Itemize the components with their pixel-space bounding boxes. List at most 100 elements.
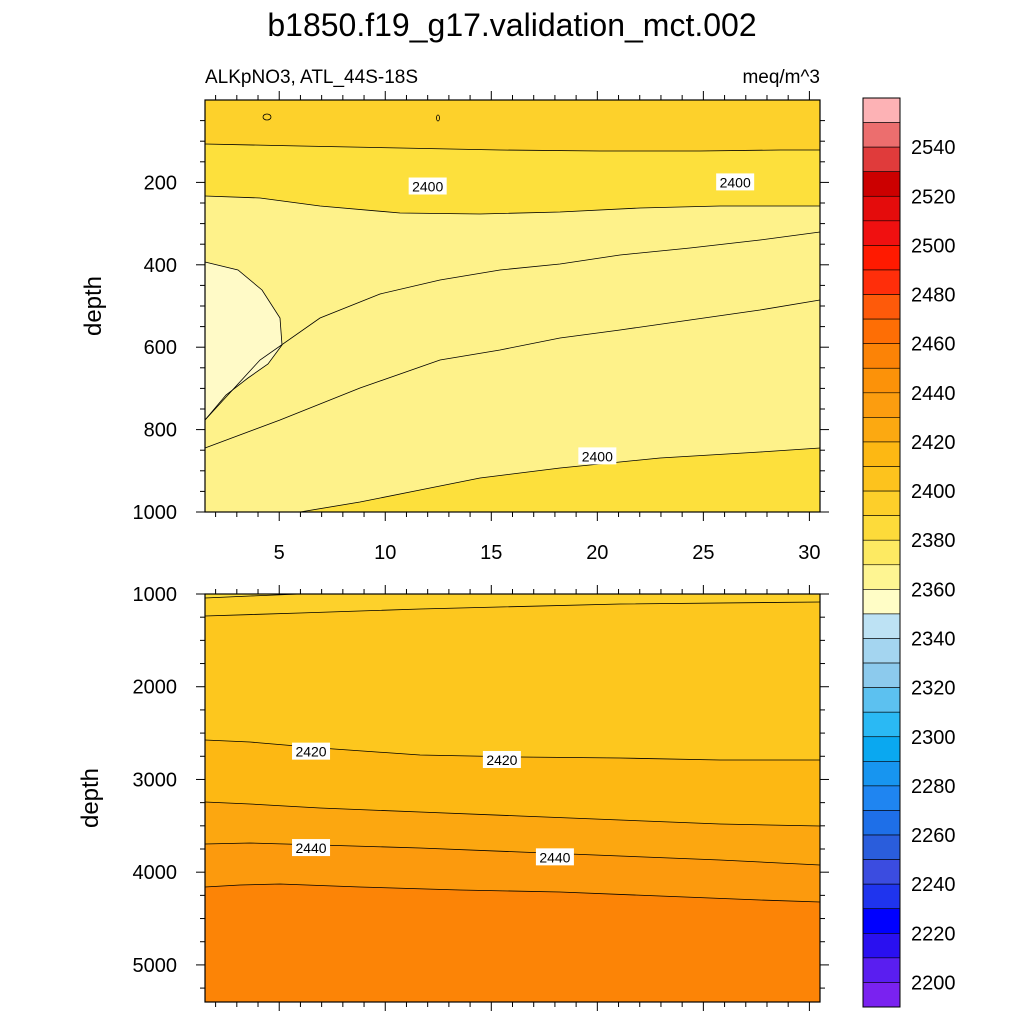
colorbar-swatch [862, 515, 901, 541]
x-tick-label: 15 [480, 542, 502, 564]
y-tick-label: 5000 [133, 955, 178, 977]
contour-label: 2420 [292, 742, 331, 760]
colorbar-swatch [862, 195, 901, 222]
colorbar-swatch [862, 269, 901, 295]
contour-label-bg [535, 848, 574, 866]
contour-line [204, 143, 820, 152]
upper-contour-fill [205, 100, 820, 512]
colorbar-swatch [862, 785, 901, 811]
contour-label-bg [578, 447, 617, 465]
colorbar-swatch [862, 490, 901, 516]
lower-contour-labels: 2420 2420 2440 2440 [292, 742, 574, 866]
contour-label-text: 2400 [720, 174, 751, 190]
contour-label-text: 2440 [295, 840, 326, 856]
colorbar-swatch [862, 687, 901, 713]
contour-line [204, 739, 820, 761]
x-tick-label: 30 [798, 542, 820, 564]
colorbar-swatch [862, 810, 901, 836]
region-2390-2400 [205, 594, 300, 598]
colorbar-label: 2240 [911, 874, 956, 896]
x-tick-label: 25 [692, 542, 714, 564]
region-2380-2390 [205, 196, 820, 512]
contour-label-bg [292, 839, 331, 857]
contour-label: 2400 [578, 447, 617, 465]
lower-panel: 2420 2420 2440 2440 1000 2000 3000 4000 5000 de… [77, 584, 829, 1011]
colorbar-swatch [862, 245, 901, 271]
colorbar-swatch [862, 97, 901, 123]
colorbar-swatch [862, 539, 901, 566]
upper-axes: 5 10 15 20 25 30 200 400 600 800 1000 [133, 91, 829, 564]
y-tick-label: 1000 [133, 584, 178, 606]
colorbar-swatch [862, 564, 901, 590]
contour-label-text: 2400 [582, 448, 613, 464]
colorbar-swatch [862, 883, 901, 910]
contour-line [204, 299, 821, 449]
y-tick-label: 400 [144, 255, 177, 277]
colorbar-swatch [862, 957, 901, 983]
colorbar-label: 2540 [911, 137, 956, 159]
colorbar-swatch [862, 392, 901, 418]
colorbar-label: 2360 [911, 579, 956, 601]
y-tick-label: 600 [144, 337, 177, 359]
colorbar-label: 2460 [911, 334, 956, 356]
contour-line [262, 113, 272, 121]
left-subtitle: ALKpNO3, ATL_44S-18S [205, 67, 418, 88]
colorbar-swatch [862, 662, 901, 688]
y-tick-label: 3000 [133, 769, 178, 791]
colorbar-swatch [862, 417, 901, 443]
contour-label-text: 2400 [412, 179, 443, 195]
colorbar-swatch [862, 441, 901, 467]
contour-line [204, 195, 820, 215]
contour-line [205, 447, 821, 513]
contour-label-text: 2440 [539, 849, 570, 865]
units-subtitle: meq/m^3 [742, 67, 820, 88]
upper-contour-lines [204, 113, 821, 513]
colorbar-label: 2260 [911, 825, 956, 847]
colorbar-label: 2440 [911, 383, 956, 405]
colorbar-label: 2340 [911, 628, 956, 650]
colorbar-swatch [862, 982, 901, 1008]
contour-line [204, 593, 301, 599]
colorbar-swatch [862, 589, 901, 615]
colorbar-label: 2200 [911, 972, 956, 994]
upper-y-axis-label: depth [80, 276, 107, 336]
colorbar-swatch [862, 367, 901, 394]
y-tick-label: 800 [144, 420, 177, 442]
colorbar-swatch [862, 932, 901, 959]
contour-label-bg [408, 177, 447, 195]
contour-label-text: 2420 [486, 752, 517, 768]
y-tick-label: 200 [144, 172, 177, 194]
colorbar-swatch [862, 466, 901, 492]
colorbar-swatch [862, 146, 901, 173]
contour-label-bg [716, 173, 755, 191]
colorbar-swatch [862, 638, 901, 664]
colorbar-swatch [862, 122, 901, 148]
colorbar-label: 2500 [911, 235, 956, 257]
y-tick-label: 4000 [133, 862, 178, 884]
contour-line [204, 801, 821, 827]
colorbar-label: 2520 [911, 186, 956, 208]
colorbar-swatch [862, 834, 901, 860]
colorbar-label: 2380 [911, 530, 956, 552]
colorbar-swatch [862, 761, 901, 787]
contour-label-bg [292, 742, 331, 760]
region-2410-2420 [205, 594, 820, 760]
contour-label-bg [482, 750, 521, 768]
lower-contour-fill [205, 594, 820, 1002]
colorbar-label: 2420 [911, 432, 956, 454]
colorbar-swatch [862, 908, 901, 934]
upper-contour-labels: 2400 2400 2400 [408, 173, 755, 465]
colorbar-swatch [862, 318, 901, 344]
contour-label: 2440 [535, 848, 574, 866]
colorbar: 2540 2520 2500 2480 2460 2440 2420 2400 2380 2360… [862, 97, 956, 1008]
colorbar-swatch [862, 294, 901, 320]
contour-line [204, 231, 821, 421]
colorbar-swatch [862, 171, 901, 197]
contour-line [204, 601, 821, 617]
colorbar-swatch [862, 343, 901, 369]
lower-axes: 1000 2000 3000 4000 5000 [133, 584, 829, 1011]
lower-contour-lines [204, 593, 821, 903]
colorbar-swatch [862, 736, 901, 762]
colorbar-label: 2300 [911, 727, 956, 749]
